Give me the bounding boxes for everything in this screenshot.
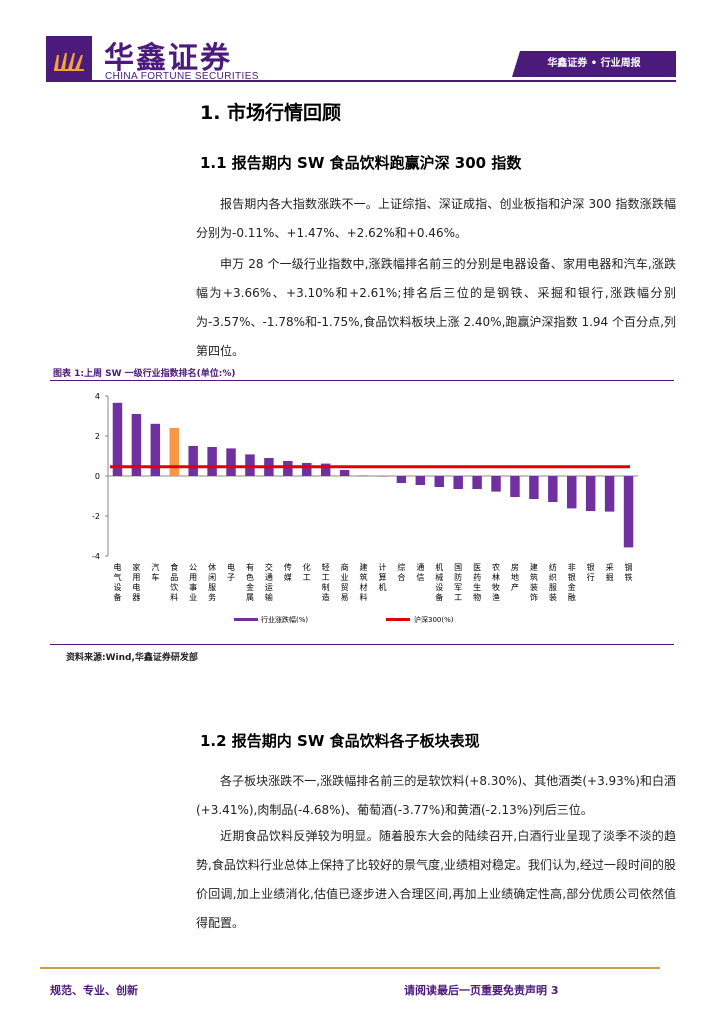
category-label: 休闲服务 bbox=[208, 562, 216, 602]
bar-公用事业 bbox=[188, 446, 198, 476]
bar-医药生物 bbox=[472, 476, 482, 489]
subsection-title-1-2: 1.2 报告期内 SW 食品饮料各子板块表现 bbox=[200, 732, 480, 750]
bar-轻工制造 bbox=[320, 463, 331, 476]
bar-非银金融 bbox=[567, 476, 577, 509]
paragraph-industry-ranking: 申万 28 个一级行业指数中,涨跌幅排名前三的分别是电器设备、家用电器和汽车,涨… bbox=[196, 250, 676, 366]
bar-商业贸易 bbox=[339, 470, 350, 476]
category-label: 传媒 bbox=[284, 562, 292, 582]
category-label: 纺织服装 bbox=[549, 562, 557, 602]
brand-name-en: CHINA FORTUNE SECURITIES bbox=[105, 71, 259, 82]
figure-bottom-rule bbox=[50, 644, 674, 645]
legend-bar-swatch bbox=[234, 618, 258, 621]
bar-有色金属 bbox=[245, 454, 255, 476]
bar-传媒 bbox=[283, 461, 293, 476]
category-label: 综合 bbox=[397, 562, 405, 582]
y-tick-label: 2 bbox=[95, 432, 100, 441]
category-label: 银行 bbox=[587, 562, 595, 582]
brand-name-cn: 华鑫证券 bbox=[104, 41, 232, 76]
header-divider bbox=[46, 80, 676, 82]
bar-综合 bbox=[396, 476, 407, 483]
bar-纺织服装 bbox=[548, 476, 558, 502]
paragraph-outlook: 近期食品饮料反弹较为明显。随着股东大会的陆续召开,白酒行业呈现了淡季不淡的趋势,… bbox=[196, 822, 676, 938]
footer-divider bbox=[40, 967, 660, 969]
category-label: 公用事业 bbox=[189, 563, 197, 602]
y-tick-label: -4 bbox=[92, 552, 100, 561]
category-label: 电子 bbox=[227, 562, 235, 582]
category-label: 机械设备 bbox=[435, 562, 443, 602]
bar-银行 bbox=[585, 476, 596, 511]
bar-汽车 bbox=[150, 423, 161, 476]
category-label: 农林牧渔 bbox=[492, 562, 500, 602]
bar-家用电器 bbox=[131, 414, 142, 476]
bar-计算机 bbox=[377, 476, 388, 477]
legend-line-label: 沪深300(%) bbox=[414, 615, 454, 624]
category-label: 采掘 bbox=[606, 562, 614, 582]
category-label: 国防军工 bbox=[454, 563, 462, 602]
section-title: 1. 市场行情回顾 bbox=[200, 102, 342, 124]
bar-食品饮料 bbox=[169, 428, 179, 476]
industry-bar-chart: 4 2 0 -2 -4 电气设备 家用电器 汽车 食品饮料 公用事业 休闲服务 电子 有色金属 交通运输 传… bbox=[92, 392, 638, 624]
figure-caption: 图表 1:上周 SW 一级行业指数排名(单位:%) bbox=[53, 369, 236, 379]
category-label: 房地产 bbox=[511, 562, 519, 592]
figure-source: 资料来源:Wind,华鑫证券研发部 bbox=[66, 653, 198, 663]
category-label: 建筑装饰 bbox=[530, 562, 538, 602]
bar-钢铁 bbox=[623, 476, 634, 548]
bar-化工 bbox=[302, 463, 312, 476]
bar-采掘 bbox=[604, 476, 615, 512]
category-label: 轻工制造 bbox=[322, 562, 330, 602]
bar-农林牧渔 bbox=[491, 476, 501, 492]
bar-电气设备 bbox=[112, 402, 123, 476]
footer-slogan: 规范、专业、创新 bbox=[50, 984, 138, 997]
legend-bar-label: 行业涨跌幅(%) bbox=[261, 615, 308, 624]
category-label: 医药生物 bbox=[473, 563, 481, 602]
category-label: 家用电器 bbox=[132, 562, 140, 602]
category-label: 化工 bbox=[303, 562, 311, 582]
category-label: 电气设备 bbox=[113, 562, 121, 602]
category-label: 交通运输 bbox=[265, 562, 273, 602]
brand-logo-icon bbox=[46, 36, 92, 82]
paragraph-text: 各子板块涨跌不一,涨跌幅排名前三的是软饮料(+8.30%)、其他酒类(+3.93… bbox=[196, 774, 676, 817]
category-label: 通信 bbox=[416, 562, 424, 582]
y-tick-label: 0 bbox=[95, 472, 100, 481]
category-label: 钢铁 bbox=[625, 562, 633, 582]
paragraph-text: 申万 28 个一级行业指数中,涨跌幅排名前三的分别是电器设备、家用电器和汽车,涨… bbox=[196, 257, 676, 358]
legend-line-swatch bbox=[386, 618, 410, 621]
paragraph-text: 近期食品饮料反弹较为明显。随着股东大会的陆续召开,白酒行业呈现了淡季不淡的趋势,… bbox=[196, 829, 676, 930]
category-label: 食品饮料 bbox=[170, 562, 178, 602]
bar-建筑材料 bbox=[358, 475, 369, 477]
y-tick-label: 4 bbox=[95, 392, 100, 401]
category-label: 汽车 bbox=[151, 562, 159, 582]
paragraph-text: 报告期内各大指数涨跌不一。上证综指、深证成指、创业板指和沪深 300 指数涨跌幅… bbox=[196, 197, 676, 240]
bar-房地产 bbox=[510, 476, 520, 497]
footer-disclaimer: 请阅读最后一页重要免责声明 3 bbox=[404, 984, 559, 997]
category-label: 计算机 bbox=[378, 562, 386, 592]
bar-国防军工 bbox=[453, 476, 463, 489]
y-tick-label: -2 bbox=[92, 512, 100, 521]
category-label: 有色金属 bbox=[246, 562, 254, 602]
category-label: 建筑材料 bbox=[360, 562, 368, 602]
paragraph-subsector-ranking: 各子板块涨跌不一,涨跌幅排名前三的是软饮料(+8.30%)、其他酒类(+3.93… bbox=[196, 767, 676, 825]
bar-电子 bbox=[226, 448, 236, 476]
bar-建筑装饰 bbox=[529, 476, 539, 499]
paragraph-index-summary: 报告期内各大指数涨跌不一。上证综指、深证成指、创业板指和沪深 300 指数涨跌幅… bbox=[196, 190, 676, 248]
subsection-title-1-1: 1.1 报告期内 SW 食品饮料跑赢沪深 300 指数 bbox=[200, 154, 522, 172]
bar-通信 bbox=[415, 476, 426, 485]
category-label: 非银金融 bbox=[568, 562, 576, 602]
category-label: 商业贸易 bbox=[341, 562, 349, 602]
report-type-tab: 华鑫证券 • 行业周报 bbox=[512, 51, 676, 77]
bar-休闲服务 bbox=[207, 447, 217, 476]
figure-top-rule bbox=[50, 380, 674, 381]
bar-机械设备 bbox=[434, 476, 444, 487]
